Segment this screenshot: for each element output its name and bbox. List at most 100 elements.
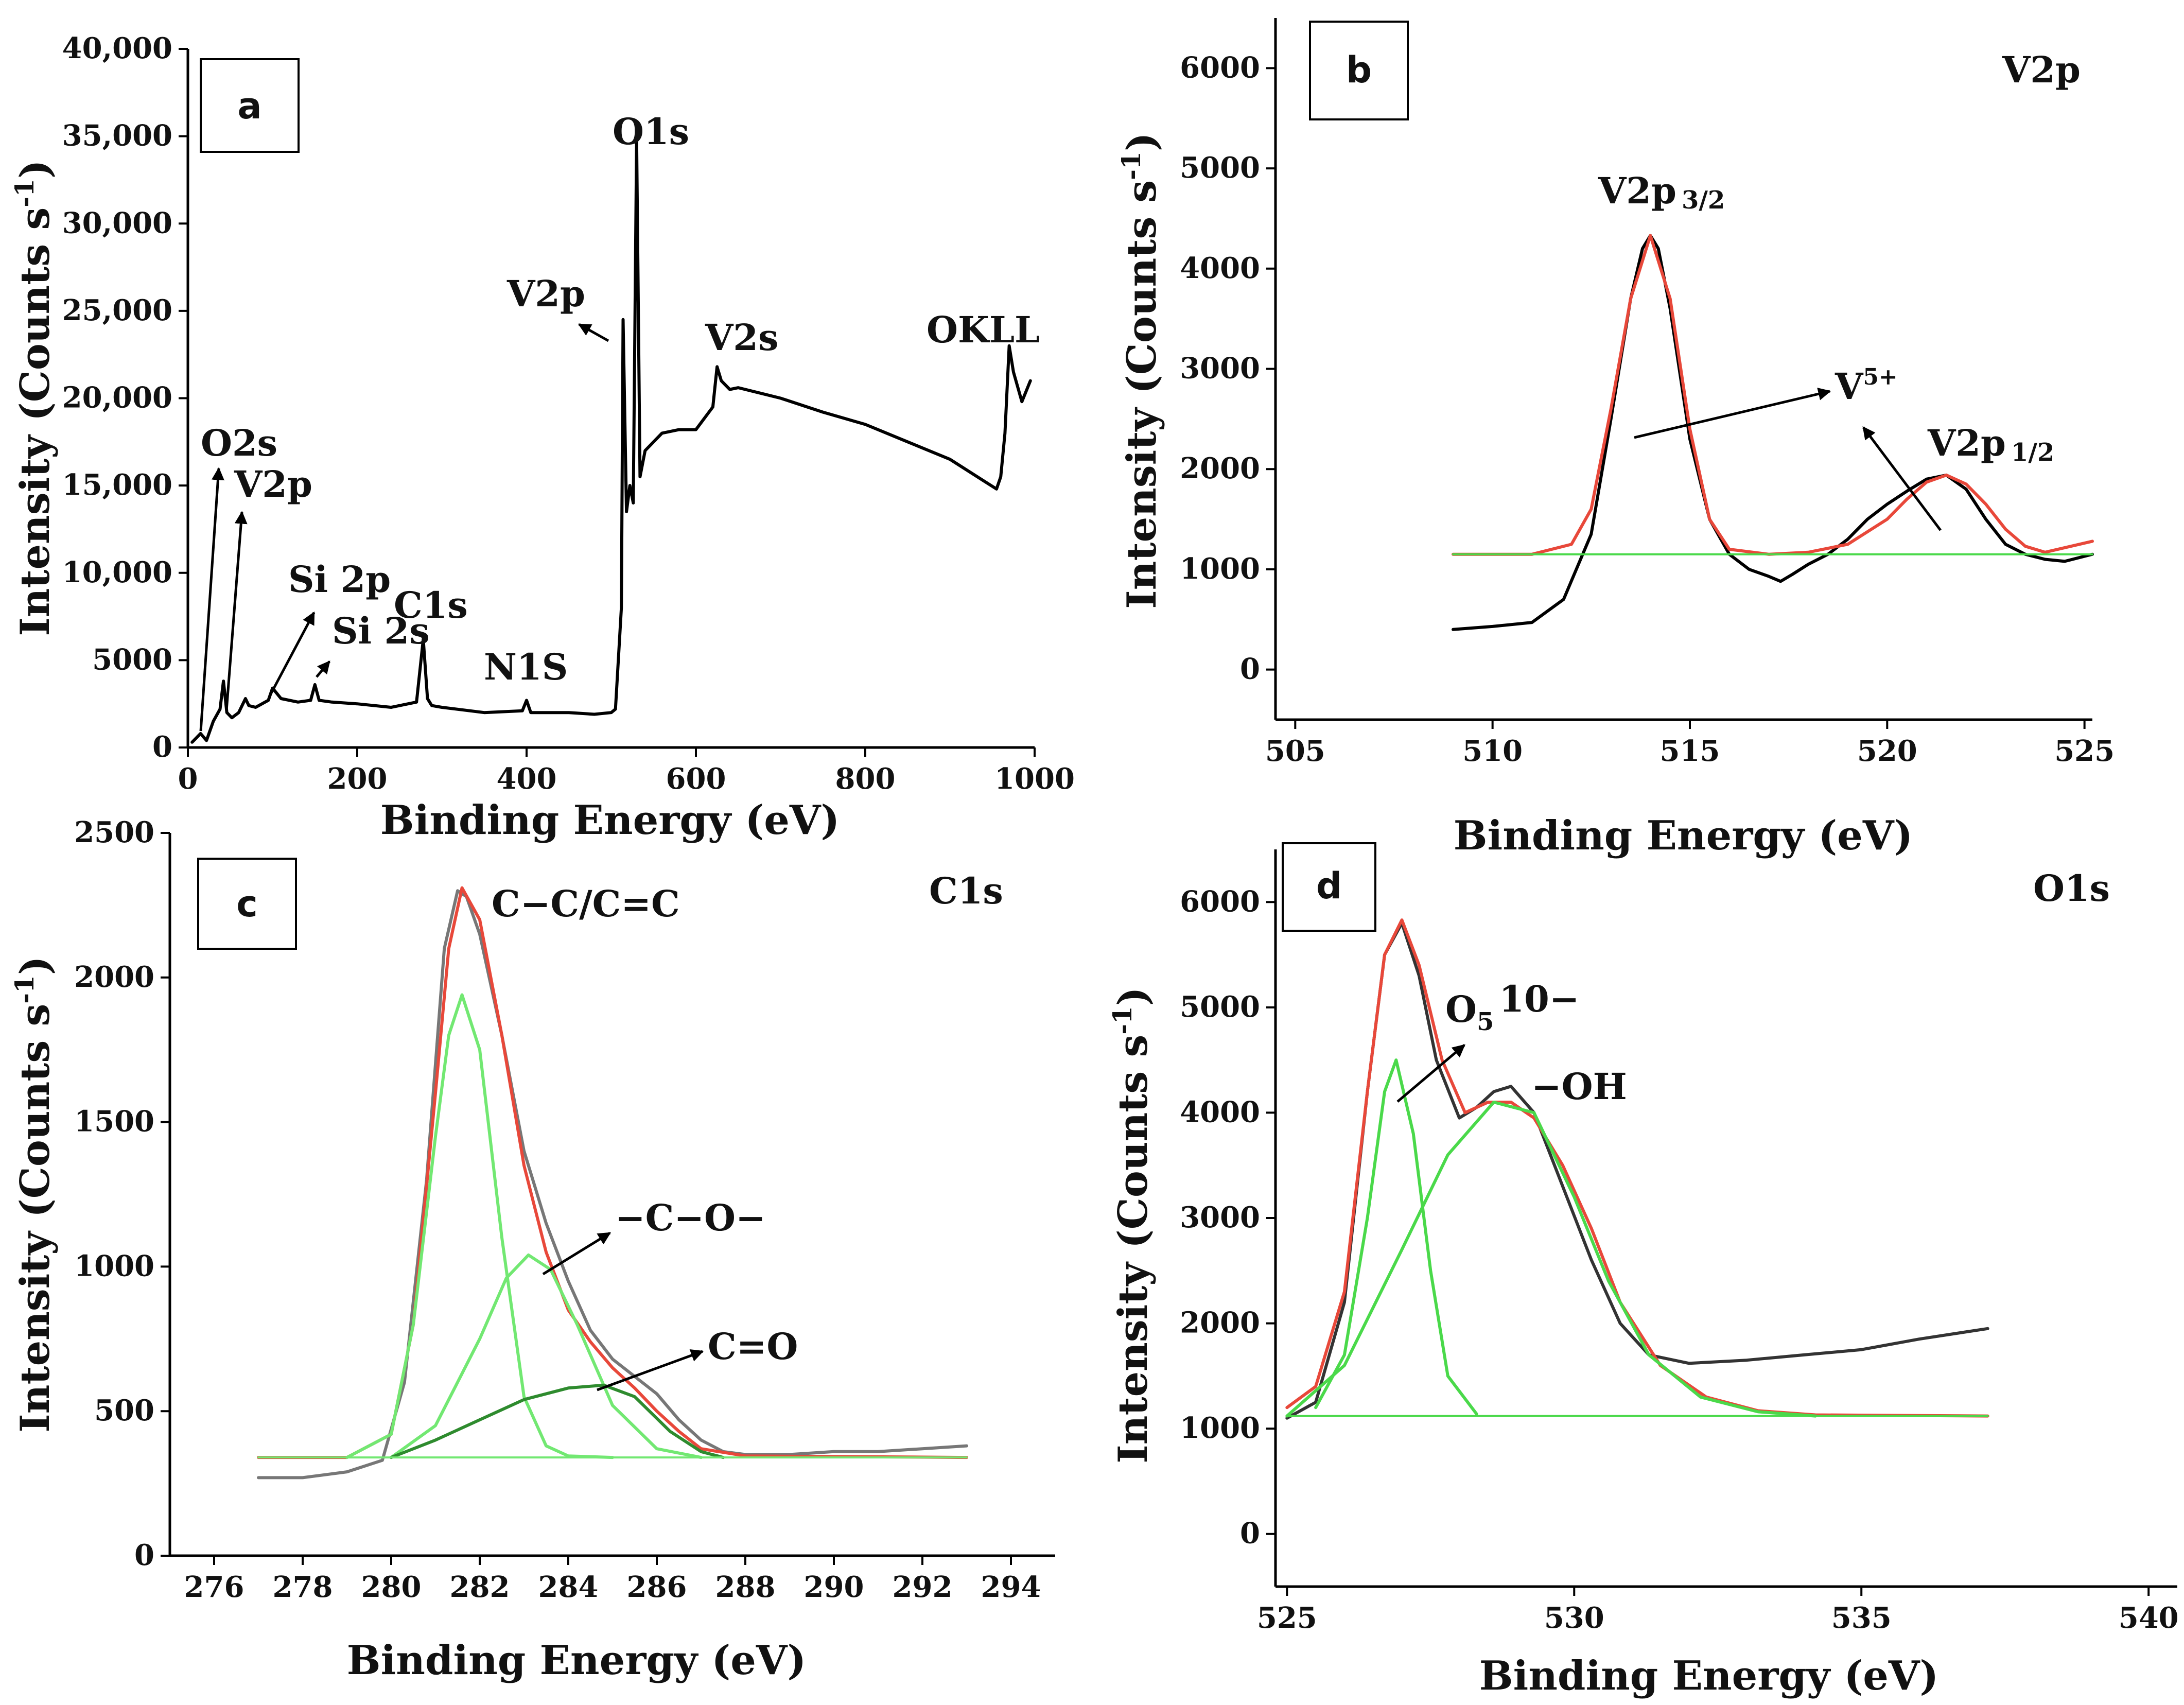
panel-c-label-box bbox=[197, 858, 297, 950]
panel-d-ann-o5: O510− bbox=[1445, 978, 1579, 1036]
panel-c-series-c-o bbox=[390, 1383, 725, 1459]
panel-d-title: O1s bbox=[2033, 867, 2110, 910]
panel-c-xticks: 276 278 280 282 284 286 288 290 292 294 bbox=[184, 1556, 1041, 1604]
panel-c-xtick-label: 284 bbox=[538, 1570, 599, 1604]
panel-d-series--oh bbox=[1285, 1101, 1817, 1418]
panel-c-arrow-co bbox=[542, 1231, 611, 1276]
panel-b-arrow-v5-right bbox=[1862, 426, 1942, 531]
panel-a-label: a bbox=[237, 85, 261, 127]
panel-b-xtick-label: 510 bbox=[1462, 734, 1523, 768]
panel-d-xtick-label: 540 bbox=[2119, 1601, 2179, 1635]
panel-a-ytick-label: 10,000 bbox=[62, 555, 172, 589]
panel-b-ytick-label: 4000 bbox=[1180, 251, 1260, 285]
panel-a-ytick-label: 35,000 bbox=[62, 119, 172, 153]
panel-d-label-box bbox=[1282, 842, 1376, 932]
panel-a-xticks: 0 200 400 600 800 1000 bbox=[178, 747, 1075, 796]
panel-b-label-box bbox=[1309, 21, 1409, 120]
panel-c-ytick-label: 0 bbox=[134, 1538, 154, 1572]
panel-a-ann-o1s: O1s bbox=[613, 110, 689, 153]
panel-a-arrow-o2s bbox=[199, 467, 224, 732]
panel-a: 0 200 400 600 800 1000 0 5000 10,000 15,000 20,00… bbox=[9, 31, 1075, 844]
panel-b-ann-v5: V5+ bbox=[1834, 364, 1898, 408]
panel-c-ann-co: −C−O− bbox=[615, 1196, 766, 1239]
panel-d-series bbox=[1285, 918, 1989, 1420]
panel-d-ytick-label: 2000 bbox=[1180, 1306, 1260, 1340]
panel-a-xlabel: Binding Energy (eV) bbox=[380, 797, 840, 844]
panel-a-ytick-label: 0 bbox=[152, 730, 172, 764]
panel-a-ytick-label: 20,000 bbox=[62, 381, 172, 415]
panel-d-xticks: 525 530 535 540 bbox=[1257, 1587, 2179, 1635]
panel-c-label: c bbox=[236, 883, 258, 925]
panel-a-label-box bbox=[200, 58, 300, 153]
panel-d-ytick-label: 3000 bbox=[1180, 1201, 1260, 1234]
panel-c-series-c-c-c-c bbox=[345, 993, 614, 1459]
panel-d-ann-oh: −OH bbox=[1531, 1065, 1627, 1108]
panel-a-xtick-label: 1000 bbox=[994, 762, 1075, 796]
panel-a-ann-si2s: Si 2s bbox=[332, 610, 430, 652]
panel-a-ann-v2s: V2s bbox=[705, 316, 778, 359]
panel-a-ann-c1s: C1s bbox=[394, 584, 468, 627]
panel-d-arrow-o5 bbox=[1396, 1044, 1465, 1103]
panel-d-ytick-label: 0 bbox=[1240, 1517, 1260, 1551]
panel-a-ytick-label: 5000 bbox=[92, 642, 172, 676]
panel-a-ann-v2p-low: V2p bbox=[234, 463, 312, 506]
panel-c-series-raw bbox=[257, 889, 968, 1480]
panel-a-ann-o2s: O2s bbox=[201, 422, 277, 464]
panel-d-ytick-label: 5000 bbox=[1180, 990, 1260, 1024]
panel-c-xtick-label: 290 bbox=[804, 1570, 864, 1604]
panel-a-xtick-label: 800 bbox=[835, 762, 896, 796]
panel-b: 505 510 515 520 525 0 1000 2000 3000 4000 5000 600… bbox=[1116, 18, 2115, 859]
panel-b-ytick-label: 0 bbox=[1240, 652, 1260, 686]
panel-a-arrow-si2p bbox=[269, 611, 316, 696]
panel-a-xtick-label: 200 bbox=[327, 762, 388, 796]
panel-c-xtick-label: 294 bbox=[981, 1570, 1041, 1604]
panel-c-xtick-label: 276 bbox=[184, 1570, 244, 1604]
panel-a-arrow-v2p-low bbox=[225, 511, 248, 711]
panel-b-ytick-label: 1000 bbox=[1180, 552, 1260, 586]
panel-d-series-raw bbox=[1285, 921, 1989, 1420]
panel-b-arrow-v5-left bbox=[1634, 388, 1831, 439]
panel-c-ann-cc: C−C/C=C bbox=[492, 882, 680, 925]
panel-d-xlabel: Binding Energy (eV) bbox=[1479, 1652, 1939, 1699]
panel-b-xtick-label: 520 bbox=[1857, 734, 1917, 768]
panel-c-xtick-label: 288 bbox=[715, 1570, 776, 1604]
panel-a-ann-si2p: Si 2p bbox=[288, 558, 391, 601]
panel-b-ylabel: Intensity (Counts s-1) bbox=[1116, 132, 1165, 609]
panel-c-xtick-label: 278 bbox=[273, 1570, 333, 1604]
panel-a-ann-v2p-main: V2p bbox=[506, 272, 585, 315]
panel-d-yticks: 0 1000 2000 3000 4000 5000 6000 bbox=[1180, 884, 1276, 1551]
panel-d-label: d bbox=[1316, 865, 1342, 907]
panel-c-xlabel: Binding Energy (eV) bbox=[347, 1637, 807, 1684]
panel-c: 276 278 280 282 284 286 288 290 292 294 0 500 1000 1… bbox=[9, 815, 1055, 1684]
panel-d-ytick-label: 4000 bbox=[1180, 1095, 1260, 1129]
panel-c-series-fit-envelope bbox=[257, 886, 968, 1459]
panel-d-xtick-label: 525 bbox=[1257, 1601, 1317, 1635]
panel-c-ytick-label: 2000 bbox=[74, 960, 154, 994]
panel-c-ann-c-double-o: C=O bbox=[708, 1325, 798, 1368]
panel-d-ytick-label: 1000 bbox=[1180, 1411, 1260, 1445]
panel-a-ann-n1s: N1S bbox=[484, 646, 568, 688]
panel-b-xlabel: Binding Energy (eV) bbox=[1454, 812, 1913, 859]
panel-a-ytick-label: 15,000 bbox=[62, 468, 172, 502]
panel-b-ytick-label: 2000 bbox=[1180, 451, 1260, 485]
panel-b-ytick-label: 5000 bbox=[1180, 151, 1260, 185]
panel-c-yticks: 0 500 1000 1500 2000 2500 bbox=[74, 815, 170, 1572]
panel-a-xtick-label: 400 bbox=[497, 762, 557, 796]
panel-d-xtick-label: 530 bbox=[1544, 1601, 1604, 1635]
panel-a-xtick-label: 0 bbox=[178, 762, 198, 796]
panel-c-ytick-label: 1000 bbox=[74, 1249, 154, 1283]
panel-a-ylabel: Intensity (Counts s-1) bbox=[9, 160, 59, 636]
panel-b-xtick-label: 505 bbox=[1265, 734, 1325, 768]
panel-c-series--c-o- bbox=[390, 1253, 703, 1459]
panel-c-xtick-label: 286 bbox=[627, 1570, 687, 1604]
panel-c-ytick-label: 2500 bbox=[74, 815, 154, 849]
panel-a-ytick-label: 30,000 bbox=[62, 206, 172, 240]
panel-c-xtick-label: 292 bbox=[893, 1570, 953, 1604]
panel-a-yticks: 0 5000 10,000 15,000 20,000 25,000 30,000 35,00… bbox=[62, 31, 188, 764]
panel-d: 525 530 535 540 0 1000 2000 3000 4000 5000 6000 B… bbox=[1107, 842, 2179, 1699]
panel-b-ytick-label: 6000 bbox=[1180, 50, 1260, 84]
panel-a-ann-okll: OKLL bbox=[927, 308, 1040, 351]
panel-b-yticks: 0 1000 2000 3000 4000 5000 6000 bbox=[1180, 50, 1276, 686]
panel-a-series bbox=[190, 138, 1032, 744]
